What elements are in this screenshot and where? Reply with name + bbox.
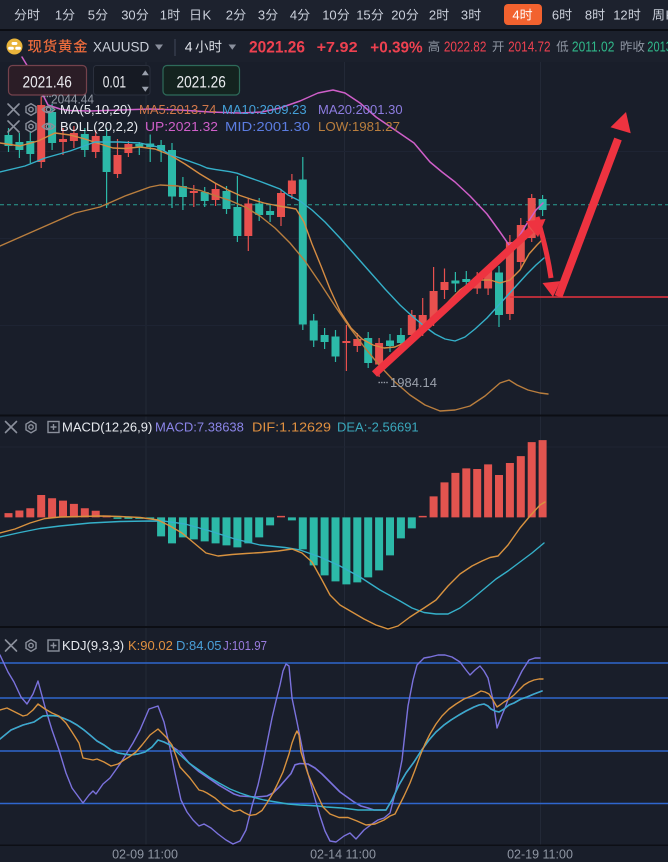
svg-text:LOW:1981.27: LOW:1981.27 — [318, 119, 400, 134]
svg-text:30: 30 — [121, 8, 135, 23]
svg-text:2013: 2013 — [647, 40, 668, 56]
svg-text:BOLL(20,2,2): BOLL(20,2,2) — [60, 119, 138, 134]
svg-text:MA20:2001.30: MA20:2001.30 — [318, 102, 403, 117]
svg-text:1984.14: 1984.14 — [390, 375, 437, 390]
svg-text:K: K — [666, 8, 668, 23]
svg-text:2044.44: 2044.44 — [51, 92, 94, 107]
svg-text:XAUUSD: XAUUSD — [93, 40, 150, 55]
svg-text:+7.92: +7.92 — [317, 39, 358, 56]
svg-text:K: K — [203, 8, 212, 23]
svg-text:3: 3 — [258, 8, 265, 23]
svg-text:3: 3 — [461, 8, 468, 23]
svg-text:02-09 11:00: 02-09 11:00 — [112, 848, 178, 862]
svg-text:8: 8 — [585, 8, 592, 23]
svg-text:1: 1 — [55, 8, 62, 23]
svg-text:4: 4 — [290, 8, 297, 23]
svg-text:15: 15 — [356, 8, 370, 23]
svg-text:+0.39%: +0.39% — [370, 40, 423, 57]
svg-text:2021.26: 2021.26 — [177, 74, 226, 92]
svg-text:10: 10 — [322, 8, 336, 23]
svg-text:2: 2 — [429, 8, 436, 23]
svg-text:DIF:1.12629: DIF:1.12629 — [252, 420, 331, 435]
svg-text:2021.26: 2021.26 — [249, 39, 305, 57]
svg-text:MID:2001.30: MID:2001.30 — [225, 119, 310, 134]
svg-text:KDJ(9,3,3): KDJ(9,3,3) — [62, 638, 124, 653]
svg-text:6: 6 — [552, 8, 559, 23]
svg-text:DEA:-2.56691: DEA:-2.56691 — [337, 420, 419, 435]
svg-text:2022.82: 2022.82 — [444, 40, 487, 56]
svg-text:2014.72: 2014.72 — [508, 40, 550, 56]
svg-text:0.01: 0.01 — [103, 74, 126, 92]
svg-text:D:84.05: D:84.05 — [176, 638, 222, 653]
svg-text:02-19 11:00: 02-19 11:00 — [507, 848, 573, 862]
svg-text:MA10:2009.23: MA10:2009.23 — [222, 102, 307, 117]
svg-text:MACD(12,26,9): MACD(12,26,9) — [62, 420, 152, 435]
svg-text:12: 12 — [613, 8, 627, 23]
svg-text:5: 5 — [88, 8, 95, 23]
svg-text:2011.02: 2011.02 — [572, 40, 615, 56]
svg-text:MACD:7.38638: MACD:7.38638 — [155, 420, 244, 435]
svg-text:MA(5,10,20): MA(5,10,20) — [60, 102, 132, 117]
svg-text:2: 2 — [226, 8, 233, 23]
svg-text:4: 4 — [185, 39, 193, 55]
svg-text:1: 1 — [160, 8, 167, 23]
svg-text:UP:2021.32: UP:2021.32 — [145, 119, 218, 134]
svg-text:4: 4 — [512, 8, 519, 23]
svg-text:K:90.02: K:90.02 — [128, 638, 173, 653]
svg-text:J:101.97: J:101.97 — [223, 638, 267, 653]
svg-text:20: 20 — [391, 8, 405, 23]
svg-text:02-14 11:00: 02-14 11:00 — [310, 848, 376, 862]
svg-text:2021.46: 2021.46 — [23, 74, 72, 92]
svg-text:MA5:2013.74: MA5:2013.74 — [139, 102, 216, 117]
